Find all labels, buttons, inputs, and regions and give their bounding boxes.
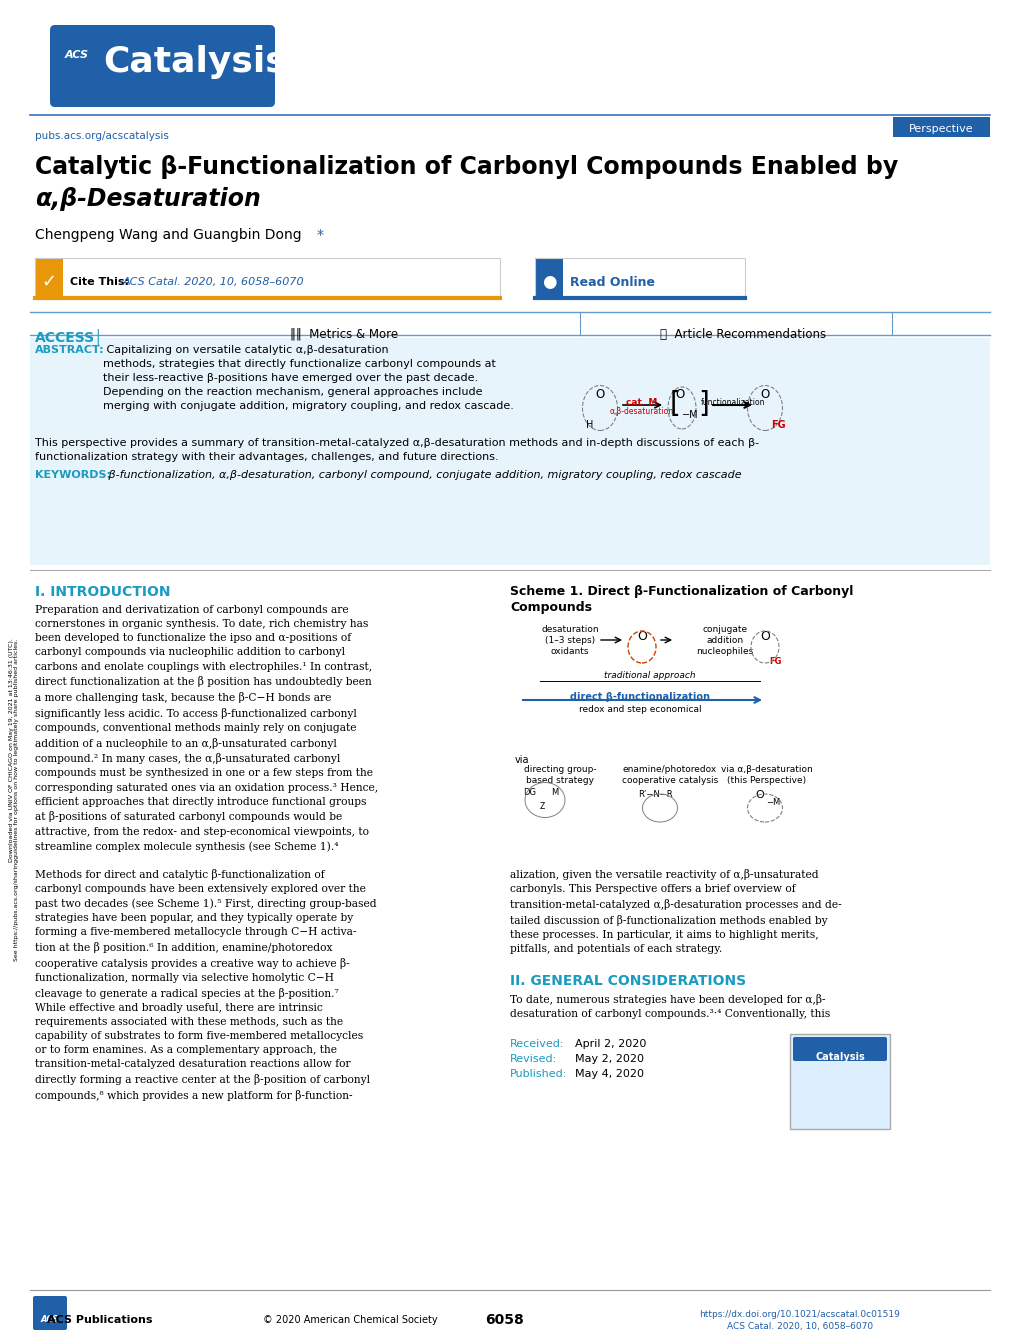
Text: Preparation and derivatization of carbonyl compounds are
cornerstones in organic: Preparation and derivatization of carbon… (35, 606, 378, 851)
Text: Downloaded via UNIV OF CHICAGO on May 19, 2021 at 13:46:31 (UTC).: Downloaded via UNIV OF CHICAGO on May 19… (9, 638, 14, 862)
Text: α,β-Desaturation: α,β-Desaturation (35, 187, 261, 211)
Text: [: [ (669, 390, 681, 418)
Text: Catalysis: Catalysis (814, 1053, 864, 1062)
Text: M: M (551, 788, 558, 796)
Text: β-functionalization, α,β-desaturation, carbonyl compound, conjugate addition, mi: β-functionalization, α,β-desaturation, c… (105, 470, 741, 480)
Text: May 2, 2020: May 2, 2020 (575, 1054, 643, 1065)
Text: https://dx.doi.org/10.1021/acscatal.0c01519: https://dx.doi.org/10.1021/acscatal.0c01… (699, 1310, 900, 1319)
Text: O: O (595, 388, 604, 402)
Text: KEYWORDS:: KEYWORDS: (35, 470, 111, 480)
Text: conjugate
addition
nucleophiles: conjugate addition nucleophiles (696, 626, 753, 656)
Text: directing group-
based strategy: directing group- based strategy (523, 764, 596, 786)
Text: *: * (317, 228, 324, 241)
FancyBboxPatch shape (892, 117, 989, 137)
Text: I. INTRODUCTION: I. INTRODUCTION (35, 586, 170, 599)
Text: ACS: ACS (41, 1315, 59, 1325)
Text: Methods for direct and catalytic β-functionalization of
carbonyl compounds have : Methods for direct and catalytic β-funct… (35, 868, 376, 1101)
Text: traditional approach: traditional approach (603, 671, 695, 680)
FancyBboxPatch shape (35, 1298, 150, 1329)
Text: pubs.acs.org/acscatalysis: pubs.acs.org/acscatalysis (35, 131, 169, 141)
Text: enamine/photoredox
cooperative catalysis: enamine/photoredox cooperative catalysis (622, 764, 717, 786)
Text: ]: ] (697, 390, 708, 418)
Text: O: O (759, 388, 769, 402)
Text: Revised:: Revised: (510, 1054, 556, 1065)
Text: ACS: ACS (65, 49, 89, 60)
Text: FG: FG (770, 420, 785, 430)
Bar (535, 257, 562, 297)
Text: FG: FG (769, 658, 782, 666)
Text: Cite This:: Cite This: (70, 277, 128, 287)
Text: Scheme 1. Direct β-Functionalization of Carbonyl: Scheme 1. Direct β-Functionalization of … (510, 586, 853, 598)
Text: Catalytic β-Functionalization of Carbonyl Compounds Enabled by: Catalytic β-Functionalization of Carbony… (35, 155, 898, 179)
Text: May 4, 2020: May 4, 2020 (575, 1069, 643, 1079)
Bar (535, 257, 744, 297)
Text: via α,β-desaturation
(this Perspective): via α,β-desaturation (this Perspective) (720, 764, 812, 786)
Bar (35, 257, 499, 297)
Text: Chengpeng Wang and Guangbin Dong: Chengpeng Wang and Guangbin Dong (35, 228, 302, 241)
Text: DG: DG (523, 788, 536, 796)
Text: ✓: ✓ (42, 273, 56, 291)
Text: April 2, 2020: April 2, 2020 (575, 1039, 646, 1049)
Text: Capitalizing on versatile catalytic α,β-desaturation
methods, strategies that di: Capitalizing on versatile catalytic α,β-… (103, 346, 514, 411)
Text: 6058: 6058 (485, 1313, 524, 1327)
Bar (35, 257, 63, 297)
Text: direct β-functionalization: direct β-functionalization (570, 692, 709, 702)
Text: Compounds: Compounds (510, 602, 591, 614)
Text: Catalysis: Catalysis (103, 45, 286, 79)
Text: ACS Catal. 2020, 10, 6058–6070: ACS Catal. 2020, 10, 6058–6070 (727, 1322, 872, 1331)
Text: © 2020 American Chemical Society: © 2020 American Chemical Society (263, 1315, 437, 1325)
Text: II. GENERAL CONSIDERATIONS: II. GENERAL CONSIDERATIONS (510, 974, 745, 988)
Text: R’−N−R: R’−N−R (637, 790, 672, 799)
Text: O: O (759, 630, 769, 643)
FancyBboxPatch shape (790, 1034, 890, 1129)
Text: To date, numerous strategies have been developed for α,β-
desaturation of carbon: To date, numerous strategies have been d… (510, 994, 829, 1019)
Text: Z: Z (539, 802, 544, 811)
Bar (562, 257, 744, 297)
Text: O: O (675, 388, 684, 402)
Text: H: H (586, 420, 593, 430)
Bar (63, 257, 499, 297)
Text: This perspective provides a summary of transition-metal-catalyzed α,β-desaturati: This perspective provides a summary of t… (35, 438, 758, 462)
Bar (30, 338, 989, 566)
Text: Received:: Received: (510, 1039, 564, 1049)
FancyBboxPatch shape (50, 25, 275, 107)
Text: ACS Publications: ACS Publications (47, 1315, 153, 1325)
Text: desaturation
(1–3 steps)
oxidants: desaturation (1–3 steps) oxidants (541, 626, 598, 656)
Text: −M: −M (765, 798, 780, 807)
Text: Read Online: Read Online (570, 276, 654, 288)
Text: O: O (755, 790, 763, 800)
Text: alization, given the versatile reactivity of α,β-unsaturated
carbonyls. This Per: alization, given the versatile reactivit… (510, 868, 841, 954)
Text: See https://pubs.acs.org/sharingguidelines for options on how to legitimately sh: See https://pubs.acs.org/sharingguidelin… (14, 639, 19, 960)
Text: Published:: Published: (510, 1069, 567, 1079)
Text: cat. M: cat. M (626, 398, 657, 407)
Text: ACS Catal. 2020, 10, 6058–6070: ACS Catal. 2020, 10, 6058–6070 (123, 277, 305, 287)
Text: O: O (637, 630, 646, 643)
Text: ABSTRACT:: ABSTRACT: (35, 346, 105, 355)
Text: functionalization: functionalization (700, 398, 764, 407)
Text: −M: −M (681, 410, 698, 420)
Text: ACCESS│: ACCESS│ (35, 328, 103, 344)
FancyBboxPatch shape (792, 1037, 887, 1061)
Text: ⌹  Article Recommendations: ⌹ Article Recommendations (659, 328, 825, 342)
Text: α,β-desaturation: α,β-desaturation (609, 407, 674, 416)
Text: via: via (515, 755, 529, 764)
FancyBboxPatch shape (33, 1297, 67, 1330)
Text: Perspective: Perspective (908, 124, 973, 133)
Text: redox and step economical: redox and step economical (578, 704, 701, 714)
Text: ‖‖  Metrics & More: ‖‖ Metrics & More (289, 328, 397, 342)
Text: ●: ● (541, 273, 555, 291)
